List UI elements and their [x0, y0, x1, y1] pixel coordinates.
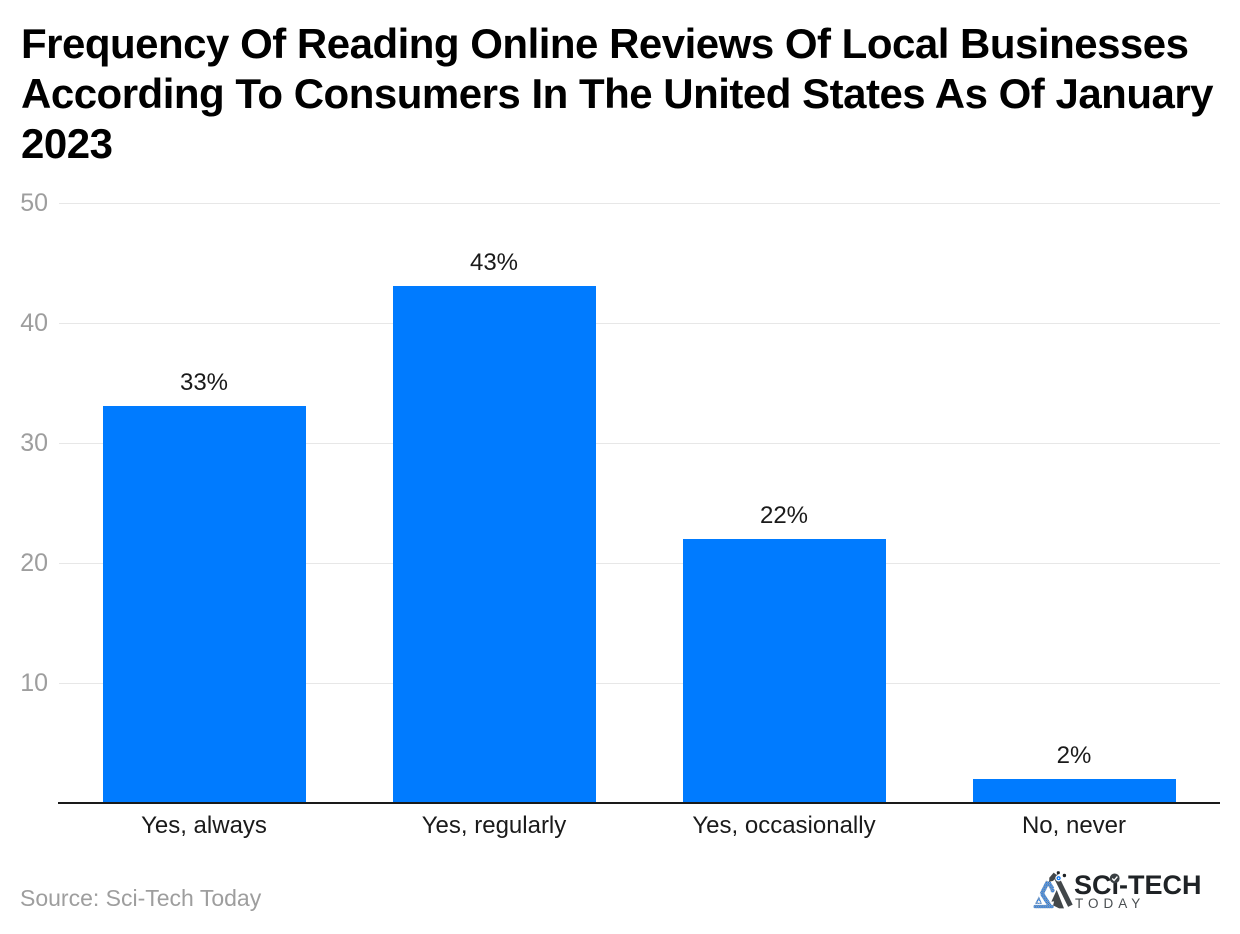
svg-text:TODAY: TODAY: [1075, 896, 1145, 911]
svg-text:SCı-TECH: SCı-TECH: [1074, 870, 1202, 900]
